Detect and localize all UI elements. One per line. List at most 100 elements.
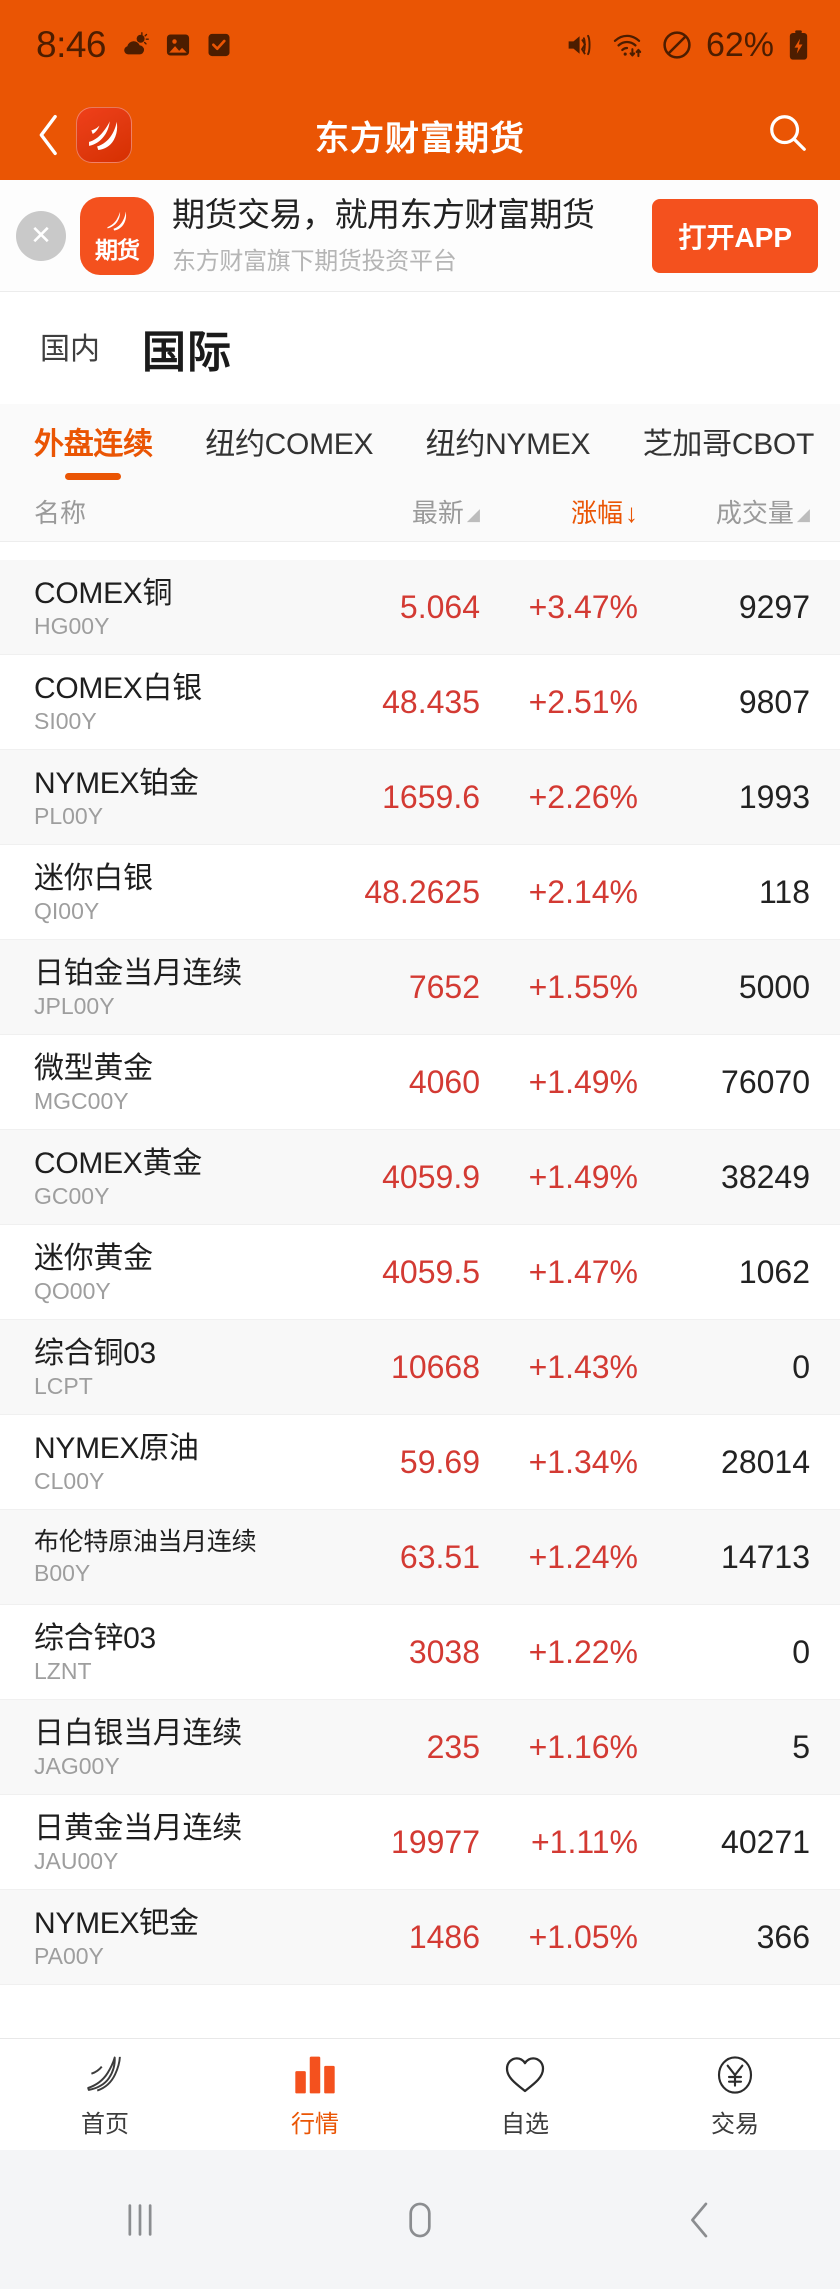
quote-volume: 5 (792, 1728, 810, 1765)
ad-banner-subtitle: 东方财富旗下期货投资平台 (172, 247, 457, 275)
home-icon[interactable] (280, 2198, 560, 2242)
quote-name: 微型黄金 (34, 1051, 153, 1085)
status-bar-left: 8:46 (36, 24, 232, 66)
quote-volume: 9297 (738, 588, 810, 625)
tab-nymex[interactable]: 纽约NYMEX (425, 428, 591, 461)
tab-comex[interactable]: 纽约COMEX (205, 428, 374, 461)
quote-name-cell: NYMEX钯金 PA00Y (0, 1907, 300, 1968)
status-bar: 8:46 (0, 0, 840, 90)
quote-name: COMEX铜 (34, 576, 173, 610)
quote-volume: 118 (758, 873, 810, 910)
recents-icon[interactable] (0, 2198, 280, 2242)
back-icon[interactable] (560, 2198, 840, 2242)
nav-item-trade[interactable]: 交易 (630, 2051, 840, 2139)
quote-name-cell: NYMEX原油 CL00Y (0, 1432, 300, 1493)
quote-name-cell: NYMEX铂金 PL00Y (0, 767, 300, 828)
quote-code: JAG00Y (34, 1752, 120, 1779)
sort-triangle-icon: ◢ (796, 505, 810, 524)
quote-change-percent: +1.05% (528, 1918, 638, 1955)
table-row[interactable]: NYMEX铂金 PL00Y 1659.6 +2.26% 1993 (0, 750, 840, 845)
table-row[interactable]: COMEX白银 SI00Y 48.435 +2.51% 9807 (0, 655, 840, 750)
table-row[interactable]: 综合铜03 LCPT 10668 +1.43% 0 (0, 1320, 840, 1415)
table-row[interactable]: 迷你白银 QI00Y 48.2625 +2.14% 118 (0, 845, 840, 940)
market-tab-domestic[interactable]: 国内 (40, 333, 100, 366)
nav-item-home[interactable]: 首页 (0, 2051, 210, 2139)
nav-item-watchlist-label: 自选 (501, 2110, 549, 2138)
table-row[interactable]: COMEX铜 HG00Y 5.064 +3.47% 9297 (0, 560, 840, 655)
quote-change-percent: +1.49% (528, 1063, 638, 1100)
status-time: 8:46 (36, 24, 107, 65)
quote-volume: 76070 (721, 1063, 810, 1100)
table-row[interactable]: NYMEX钯金 PA00Y 1486 +1.05% 366 (0, 1890, 840, 1985)
open-app-button[interactable]: 打开APP (652, 198, 818, 273)
quote-name-cell: COMEX白银 SI00Y (0, 672, 300, 733)
quote-price: 7652 (408, 968, 480, 1005)
quote-name: 迷你黄金 (34, 1241, 153, 1275)
column-header-change[interactable]: 涨幅↓ (480, 493, 660, 530)
tab-waipan-lianxu[interactable]: 外盘连续 (34, 419, 153, 467)
table-row[interactable]: 布伦特原油当月连续 B00Y 63.51 +1.24% 14713 (0, 1510, 840, 1605)
nav-item-quotes[interactable]: 行情 (210, 2051, 420, 2139)
quote-name-cell: 迷你黄金 QO00Y (0, 1242, 300, 1303)
quote-code: PA00Y (34, 1942, 104, 1969)
quote-change-percent: +1.11% (530, 1823, 638, 1860)
quote-code: JPL00Y (34, 992, 115, 1019)
futures-app-icon: 期货 (80, 196, 154, 275)
column-header-price[interactable]: 最新 ◢ (300, 493, 480, 530)
table-row[interactable]: 日黄金当月连续 JAU00Y 19977 +1.11% 40271 (0, 1795, 840, 1890)
column-header-volume[interactable]: 成交量 ◢ (660, 493, 840, 530)
column-header-name: 名称 (34, 498, 87, 528)
quote-price: 63.51 (399, 1538, 480, 1575)
quote-price: 4060 (408, 1063, 480, 1100)
quote-price: 48.435 (382, 683, 480, 720)
close-icon[interactable]: ✕ (16, 210, 66, 261)
search-icon[interactable] (766, 111, 810, 160)
mute-vibrate-icon (568, 34, 591, 56)
quote-name-cell: COMEX铜 HG00Y (0, 577, 300, 638)
weather-cloud-sun-icon (124, 32, 149, 55)
quote-volume: 38249 (721, 1158, 810, 1195)
table-row[interactable]: 综合锌03 LZNT 3038 +1.22% 0 (0, 1605, 840, 1700)
quote-name: COMEX白银 (34, 671, 202, 705)
quote-table[interactable]: COMEX铜 HG00Y 5.064 +3.47% 9297 COMEX白银 SI00Y 48… (0, 560, 840, 2139)
market-switch: 国内 国际 (0, 292, 840, 404)
quote-code: PL00Y (34, 802, 104, 829)
home-swoosh-icon (83, 2051, 127, 2095)
wifi-icon (613, 34, 642, 58)
quote-name: NYMEX原油 (34, 1431, 199, 1465)
app-header: 东方财富期货 (0, 90, 840, 180)
column-header-volume-label: 成交量 (715, 498, 794, 528)
table-row[interactable]: 日白银当月连续 JAG00Y 235 +1.16% 5 (0, 1700, 840, 1795)
quote-price: 235 (426, 1728, 480, 1765)
quote-name-cell: 布伦特原油当月连续 B00Y (0, 1529, 300, 1585)
bottom-navigation: 首页 行情 自选 交易 (0, 2038, 840, 2150)
nav-item-trade-label: 交易 (711, 2110, 759, 2138)
table-row[interactable]: 日铂金当月连续 JPL00Y 7652 +1.55% 5000 (0, 940, 840, 1035)
quote-price: 3038 (408, 1633, 480, 1670)
quote-volume: 28014 (721, 1443, 810, 1480)
quote-code: GC00Y (34, 1182, 110, 1209)
quote-volume: 0 (792, 1633, 810, 1670)
quote-code: LZNT (34, 1657, 92, 1684)
quote-volume: 14713 (721, 1538, 810, 1575)
table-row[interactable]: NYMEX原油 CL00Y 59.69 +1.34% 28014 (0, 1415, 840, 1510)
quote-code: HG00Y (34, 612, 110, 639)
table-row[interactable]: 迷你黄金 QO00Y 4059.5 +1.47% 1062 (0, 1225, 840, 1320)
back-chevron-icon[interactable] (26, 112, 72, 158)
table-row[interactable]: COMEX黄金 GC00Y 4059.9 +1.49% 38249 (0, 1130, 840, 1225)
quote-code: CL00Y (34, 1467, 105, 1494)
quote-name: 日铂金当月连续 (34, 956, 242, 990)
quote-code: QO00Y (34, 1277, 111, 1304)
futures-app-icon-label: 期货 (95, 237, 140, 264)
market-tab-international[interactable]: 国际 (142, 328, 232, 377)
tab-cbot[interactable]: 芝加哥CBOT (642, 428, 815, 461)
table-row[interactable]: 微型黄金 MGC00Y 4060 +1.49% 76070 (0, 1035, 840, 1130)
ad-banner[interactable]: ✕ 期货 期货交易，就用东方财富期货 东方财富旗下期货投资平台 打开APP (0, 180, 840, 292)
quote-price: 5.064 (399, 588, 480, 625)
nav-item-watchlist[interactable]: 自选 (420, 2051, 630, 2139)
exchange-tabs: 外盘连续 纽约COMEX 纽约NYMEX 芝加哥CBOT (0, 404, 840, 482)
quote-price: 1486 (408, 1918, 480, 1955)
bar-chart-icon (294, 2051, 336, 2095)
quote-price: 10668 (391, 1348, 480, 1385)
quote-volume: 366 (756, 1918, 810, 1955)
